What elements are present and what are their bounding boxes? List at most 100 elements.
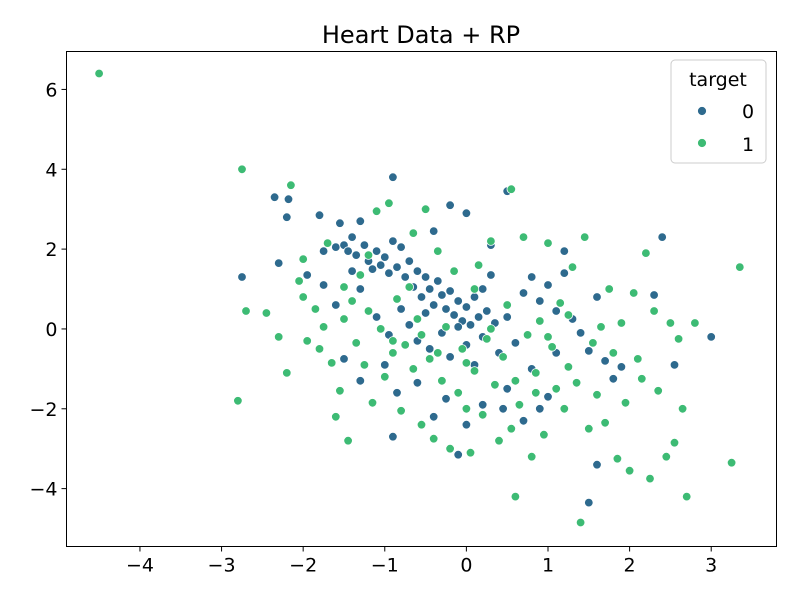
point-target-1-2: [233, 396, 243, 406]
point-target-0-30: [420, 272, 431, 282]
x-tick-label: −2: [289, 555, 317, 577]
point-target-0-23: [392, 262, 402, 272]
point-target-1-58: [506, 424, 517, 434]
point-target-0-107: [318, 280, 329, 290]
point-target-1-7: [286, 180, 296, 190]
point-target-0-94: [453, 450, 463, 460]
point-target-1-73: [567, 262, 578, 272]
point-target-1-36: [416, 420, 427, 430]
point-target-1-30: [392, 294, 402, 304]
point-target-0-64: [453, 322, 463, 332]
point-target-1-63: [527, 452, 537, 462]
point-target-0-80: [592, 292, 602, 302]
y-tick-label: −2: [29, 399, 57, 421]
point-target-0-54: [355, 284, 366, 294]
point-target-0-11: [343, 246, 353, 256]
legend-frame: [670, 59, 767, 164]
point-target-1-54: [490, 380, 500, 390]
point-target-0-17: [367, 264, 378, 274]
point-target-1-50: [473, 260, 484, 270]
point-target-0-106: [347, 266, 357, 276]
point-target-1-65: [535, 316, 545, 326]
y-tick-label: 4: [45, 159, 57, 181]
point-target-1-95: [661, 452, 672, 462]
point-target-0-15: [359, 240, 370, 250]
point-target-1-6: [282, 368, 292, 378]
point-target-0-48: [388, 172, 398, 182]
legend: target 0 1: [670, 59, 767, 164]
point-target-1-71: [559, 404, 570, 414]
point-target-1-83: [608, 348, 619, 358]
point-target-0-52: [429, 226, 439, 236]
point-target-0-25: [400, 272, 410, 282]
y-tick-label: 0: [45, 319, 57, 341]
point-target-0-9: [335, 218, 345, 228]
x-tick-label: −3: [208, 555, 236, 577]
point-target-0-60: [420, 308, 431, 318]
y-tick-label: 2: [45, 239, 57, 261]
point-target-1-21: [355, 270, 366, 280]
point-target-1-44: [449, 266, 459, 276]
point-target-0-69: [502, 312, 512, 322]
axes-layer: [66, 51, 777, 547]
point-target-1-47: [461, 404, 472, 414]
point-target-0-43: [473, 312, 484, 322]
point-target-1-107: [408, 228, 419, 238]
point-target-0-108: [518, 416, 529, 426]
point-target-1-26: [376, 324, 386, 334]
point-target-1-64: [531, 368, 541, 378]
point-target-1-1: [237, 164, 247, 175]
y-tick-label: −4: [29, 479, 57, 501]
point-target-0-92: [441, 394, 451, 404]
point-target-0-28: [412, 266, 423, 276]
point-target-0-71: [518, 288, 529, 298]
point-target-0-102: [388, 432, 398, 442]
point-target-1-17: [339, 314, 349, 324]
point-target-1-100: [682, 491, 692, 502]
point-target-1-32: [400, 340, 410, 350]
point-target-0-3: [283, 194, 294, 204]
point-target-0-2: [274, 258, 284, 268]
point-target-1-35: [412, 314, 423, 324]
point-target-1-39: [429, 434, 439, 444]
point-target-1-110: [416, 330, 427, 340]
point-target-1-98: [673, 334, 684, 344]
point-target-0-76: [559, 268, 570, 278]
point-target-1-70: [555, 298, 565, 308]
point-target-1-41: [437, 376, 447, 386]
point-target-0-95: [478, 400, 488, 410]
point-target-1-28: [384, 198, 394, 208]
point-target-0-63: [445, 352, 455, 362]
point-target-0-1: [269, 192, 280, 202]
point-target-0-74: [543, 280, 553, 290]
legend-marker-1: [697, 138, 707, 148]
point-target-1-42: [441, 322, 451, 332]
point-target-1-90: [637, 374, 647, 384]
point-target-1-33: [404, 282, 415, 292]
point-target-0-0: [237, 272, 247, 282]
point-target-1-105: [339, 282, 349, 292]
point-target-0-32: [429, 300, 439, 310]
y-axis: −4 −2 0 2 4 6: [29, 79, 67, 501]
point-target-0-82: [608, 374, 619, 384]
point-target-0-36: [445, 286, 455, 296]
point-target-0-84: [649, 290, 659, 300]
point-target-0-111: [559, 246, 570, 256]
point-target-1-60: [514, 400, 525, 410]
point-target-1-12: [314, 344, 325, 354]
point-target-1-78: [588, 338, 598, 348]
point-target-1-82: [604, 284, 614, 294]
point-target-1-77: [584, 424, 594, 434]
point-target-0-31: [425, 284, 435, 294]
y-tick-label: 6: [45, 79, 57, 101]
point-target-1-106: [363, 250, 374, 260]
point-target-1-86: [620, 398, 631, 408]
point-target-0-51: [461, 208, 472, 218]
point-target-1-52: [482, 334, 492, 344]
point-target-1-114: [510, 376, 521, 386]
point-target-0-55: [371, 312, 382, 322]
point-target-0-19: [376, 260, 386, 270]
point-target-1-74: [571, 378, 582, 388]
point-target-1-49: [469, 366, 480, 376]
points-layer: [94, 68, 745, 528]
